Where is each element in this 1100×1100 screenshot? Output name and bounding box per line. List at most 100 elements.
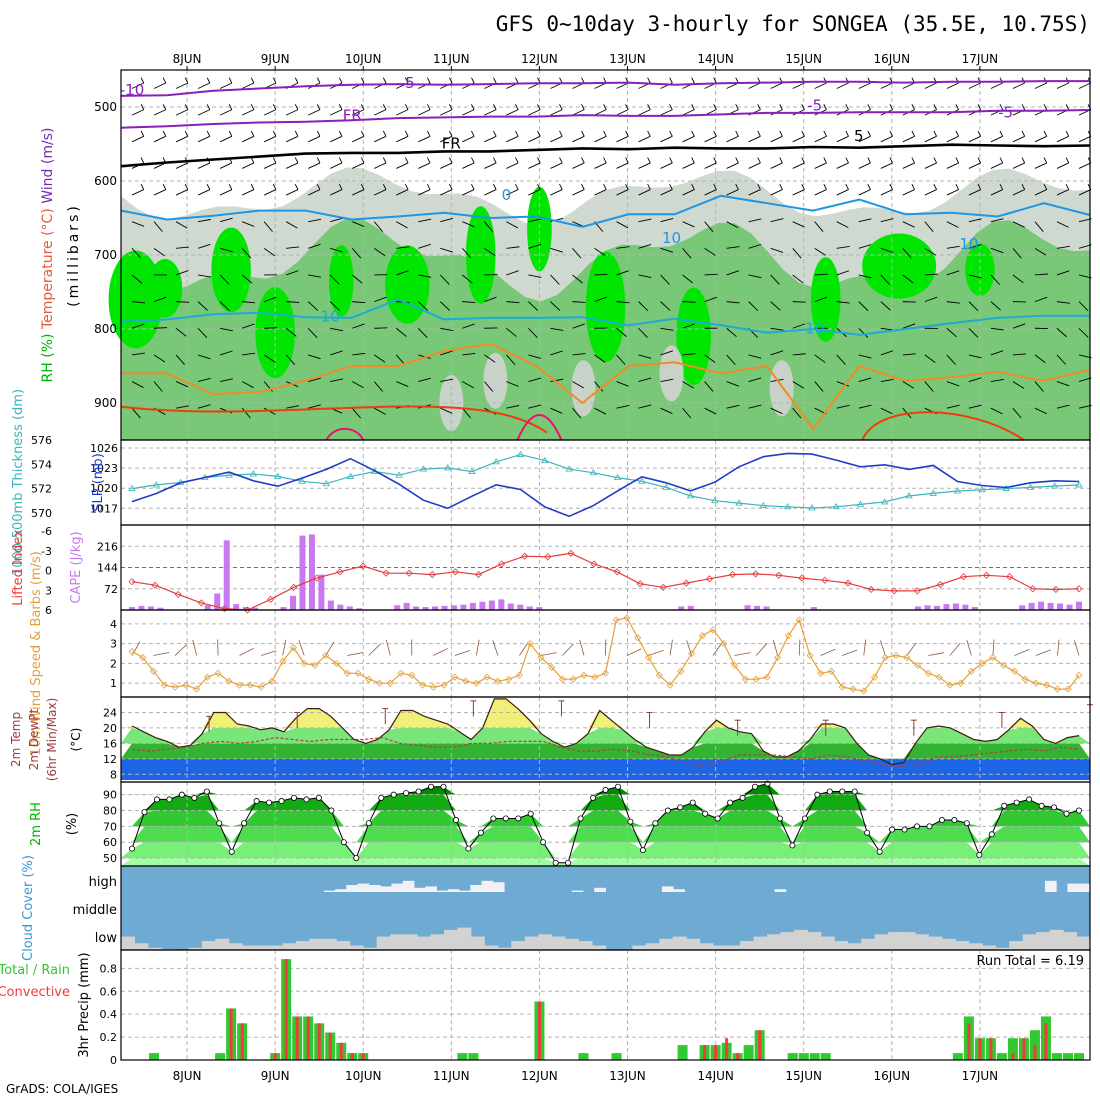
surface-wind-barb bbox=[347, 652, 364, 656]
wind-barb bbox=[704, 157, 717, 169]
surface-wind-barb bbox=[928, 652, 945, 656]
cape-bar bbox=[327, 600, 334, 610]
wind-barb bbox=[682, 407, 692, 419]
rh-point bbox=[1051, 804, 1058, 811]
wind-barb bbox=[792, 248, 802, 259]
wind-barb bbox=[946, 381, 960, 387]
dew-ylabel: 2m DewPt bbox=[27, 708, 41, 770]
wind-barb bbox=[638, 301, 649, 311]
wind-barb bbox=[175, 130, 189, 143]
rh-point bbox=[452, 817, 459, 824]
wind-barb bbox=[638, 244, 652, 249]
wind-barb bbox=[682, 381, 695, 389]
rh-point bbox=[677, 804, 684, 811]
contour-label: 0 bbox=[502, 186, 512, 204]
wind-barb bbox=[550, 184, 563, 196]
surface-wind-barb bbox=[325, 641, 335, 656]
wind-speed-point bbox=[149, 667, 158, 675]
wind-speed-point bbox=[558, 675, 567, 683]
wind-barb bbox=[946, 221, 959, 228]
cloud-low-block bbox=[659, 938, 674, 950]
wind-barb bbox=[330, 157, 343, 169]
wind-barb bbox=[902, 381, 915, 389]
wind-barb bbox=[263, 354, 276, 363]
rh-tick-label: 80 bbox=[103, 805, 117, 818]
cape-bar bbox=[1057, 603, 1064, 610]
cape-bar bbox=[299, 535, 306, 610]
rh-tick-label: 70 bbox=[103, 820, 117, 833]
cape-bar bbox=[924, 605, 931, 610]
wind-barb bbox=[748, 301, 759, 312]
rh-point bbox=[851, 788, 858, 795]
wind-barb bbox=[352, 130, 365, 143]
wind-barb bbox=[704, 184, 717, 196]
cloud-high-block bbox=[447, 889, 460, 892]
cloud-low-block bbox=[740, 941, 755, 950]
date-label-top: 13JUN bbox=[609, 52, 646, 66]
wind-barb bbox=[924, 157, 938, 169]
precip-convective-bar bbox=[736, 1053, 740, 1060]
rh-saturated-blob bbox=[585, 251, 626, 363]
precip-total-bar bbox=[1062, 1053, 1073, 1060]
precip-tick-label: 0 bbox=[110, 1054, 117, 1067]
rh-point bbox=[1075, 807, 1082, 814]
wind-barb bbox=[990, 157, 1004, 169]
wind-barb bbox=[440, 378, 454, 382]
wind-speed-point bbox=[989, 653, 997, 662]
rh-point bbox=[477, 829, 484, 836]
cloud-low-block bbox=[578, 941, 593, 950]
wind-barb bbox=[308, 104, 321, 116]
wind-barb bbox=[902, 184, 915, 196]
cloud-low-block bbox=[255, 945, 270, 950]
wind-barb bbox=[285, 130, 299, 143]
wind-barb bbox=[792, 323, 806, 329]
cloud-level-label: high bbox=[89, 875, 117, 890]
wind-barb bbox=[395, 354, 406, 365]
lifted-index-point bbox=[474, 571, 483, 579]
wind-barb bbox=[352, 221, 365, 228]
wind-barb bbox=[175, 104, 189, 116]
wind-speed-point bbox=[892, 651, 900, 660]
cape-bar bbox=[403, 602, 410, 610]
wind-barb bbox=[131, 104, 145, 116]
wind-barb bbox=[748, 184, 761, 196]
wind-barb bbox=[308, 130, 321, 143]
rh-point bbox=[864, 829, 871, 836]
wind-barb bbox=[770, 301, 781, 311]
lifted-index-point bbox=[913, 587, 921, 595]
surface-wind-barb bbox=[519, 641, 529, 656]
rh-point bbox=[178, 791, 185, 798]
wind-barb bbox=[241, 77, 255, 89]
wind-barb bbox=[726, 130, 739, 143]
precip-tick-label: 0.2 bbox=[100, 1031, 118, 1044]
wind-barb bbox=[924, 130, 938, 143]
rh-saturated-blob bbox=[862, 233, 937, 299]
wind-barb bbox=[836, 354, 846, 365]
wind-speed-point bbox=[967, 667, 975, 675]
wind-speed-point bbox=[397, 669, 405, 677]
date-label-bottom: 8JUN bbox=[173, 1069, 202, 1083]
cape-bar bbox=[507, 603, 514, 610]
wind-barb bbox=[704, 221, 714, 232]
lifted-index-point bbox=[243, 606, 252, 614]
lifted-index-point bbox=[290, 583, 298, 591]
lifted-index-point bbox=[220, 605, 228, 613]
wind-barb bbox=[241, 104, 255, 116]
cape-bar bbox=[422, 607, 429, 610]
temp-tick-label: 24 bbox=[103, 706, 117, 719]
wind-speed-point bbox=[698, 632, 706, 640]
precip-convective-bar bbox=[978, 1038, 982, 1060]
rh-point bbox=[652, 820, 659, 827]
wind-barb bbox=[858, 130, 871, 143]
cape-bar bbox=[356, 608, 363, 610]
wind-barb bbox=[836, 301, 850, 304]
wind-barb bbox=[682, 353, 696, 356]
wind-barb bbox=[131, 77, 145, 89]
wind-speed-point bbox=[548, 663, 556, 671]
wind-barb bbox=[197, 77, 211, 89]
wind-speed-point bbox=[1064, 685, 1072, 693]
wind-barb bbox=[880, 301, 891, 311]
wind-barb bbox=[616, 327, 627, 337]
wind-barb bbox=[263, 247, 276, 257]
temp-ylabel: 2m Temp bbox=[9, 712, 23, 767]
